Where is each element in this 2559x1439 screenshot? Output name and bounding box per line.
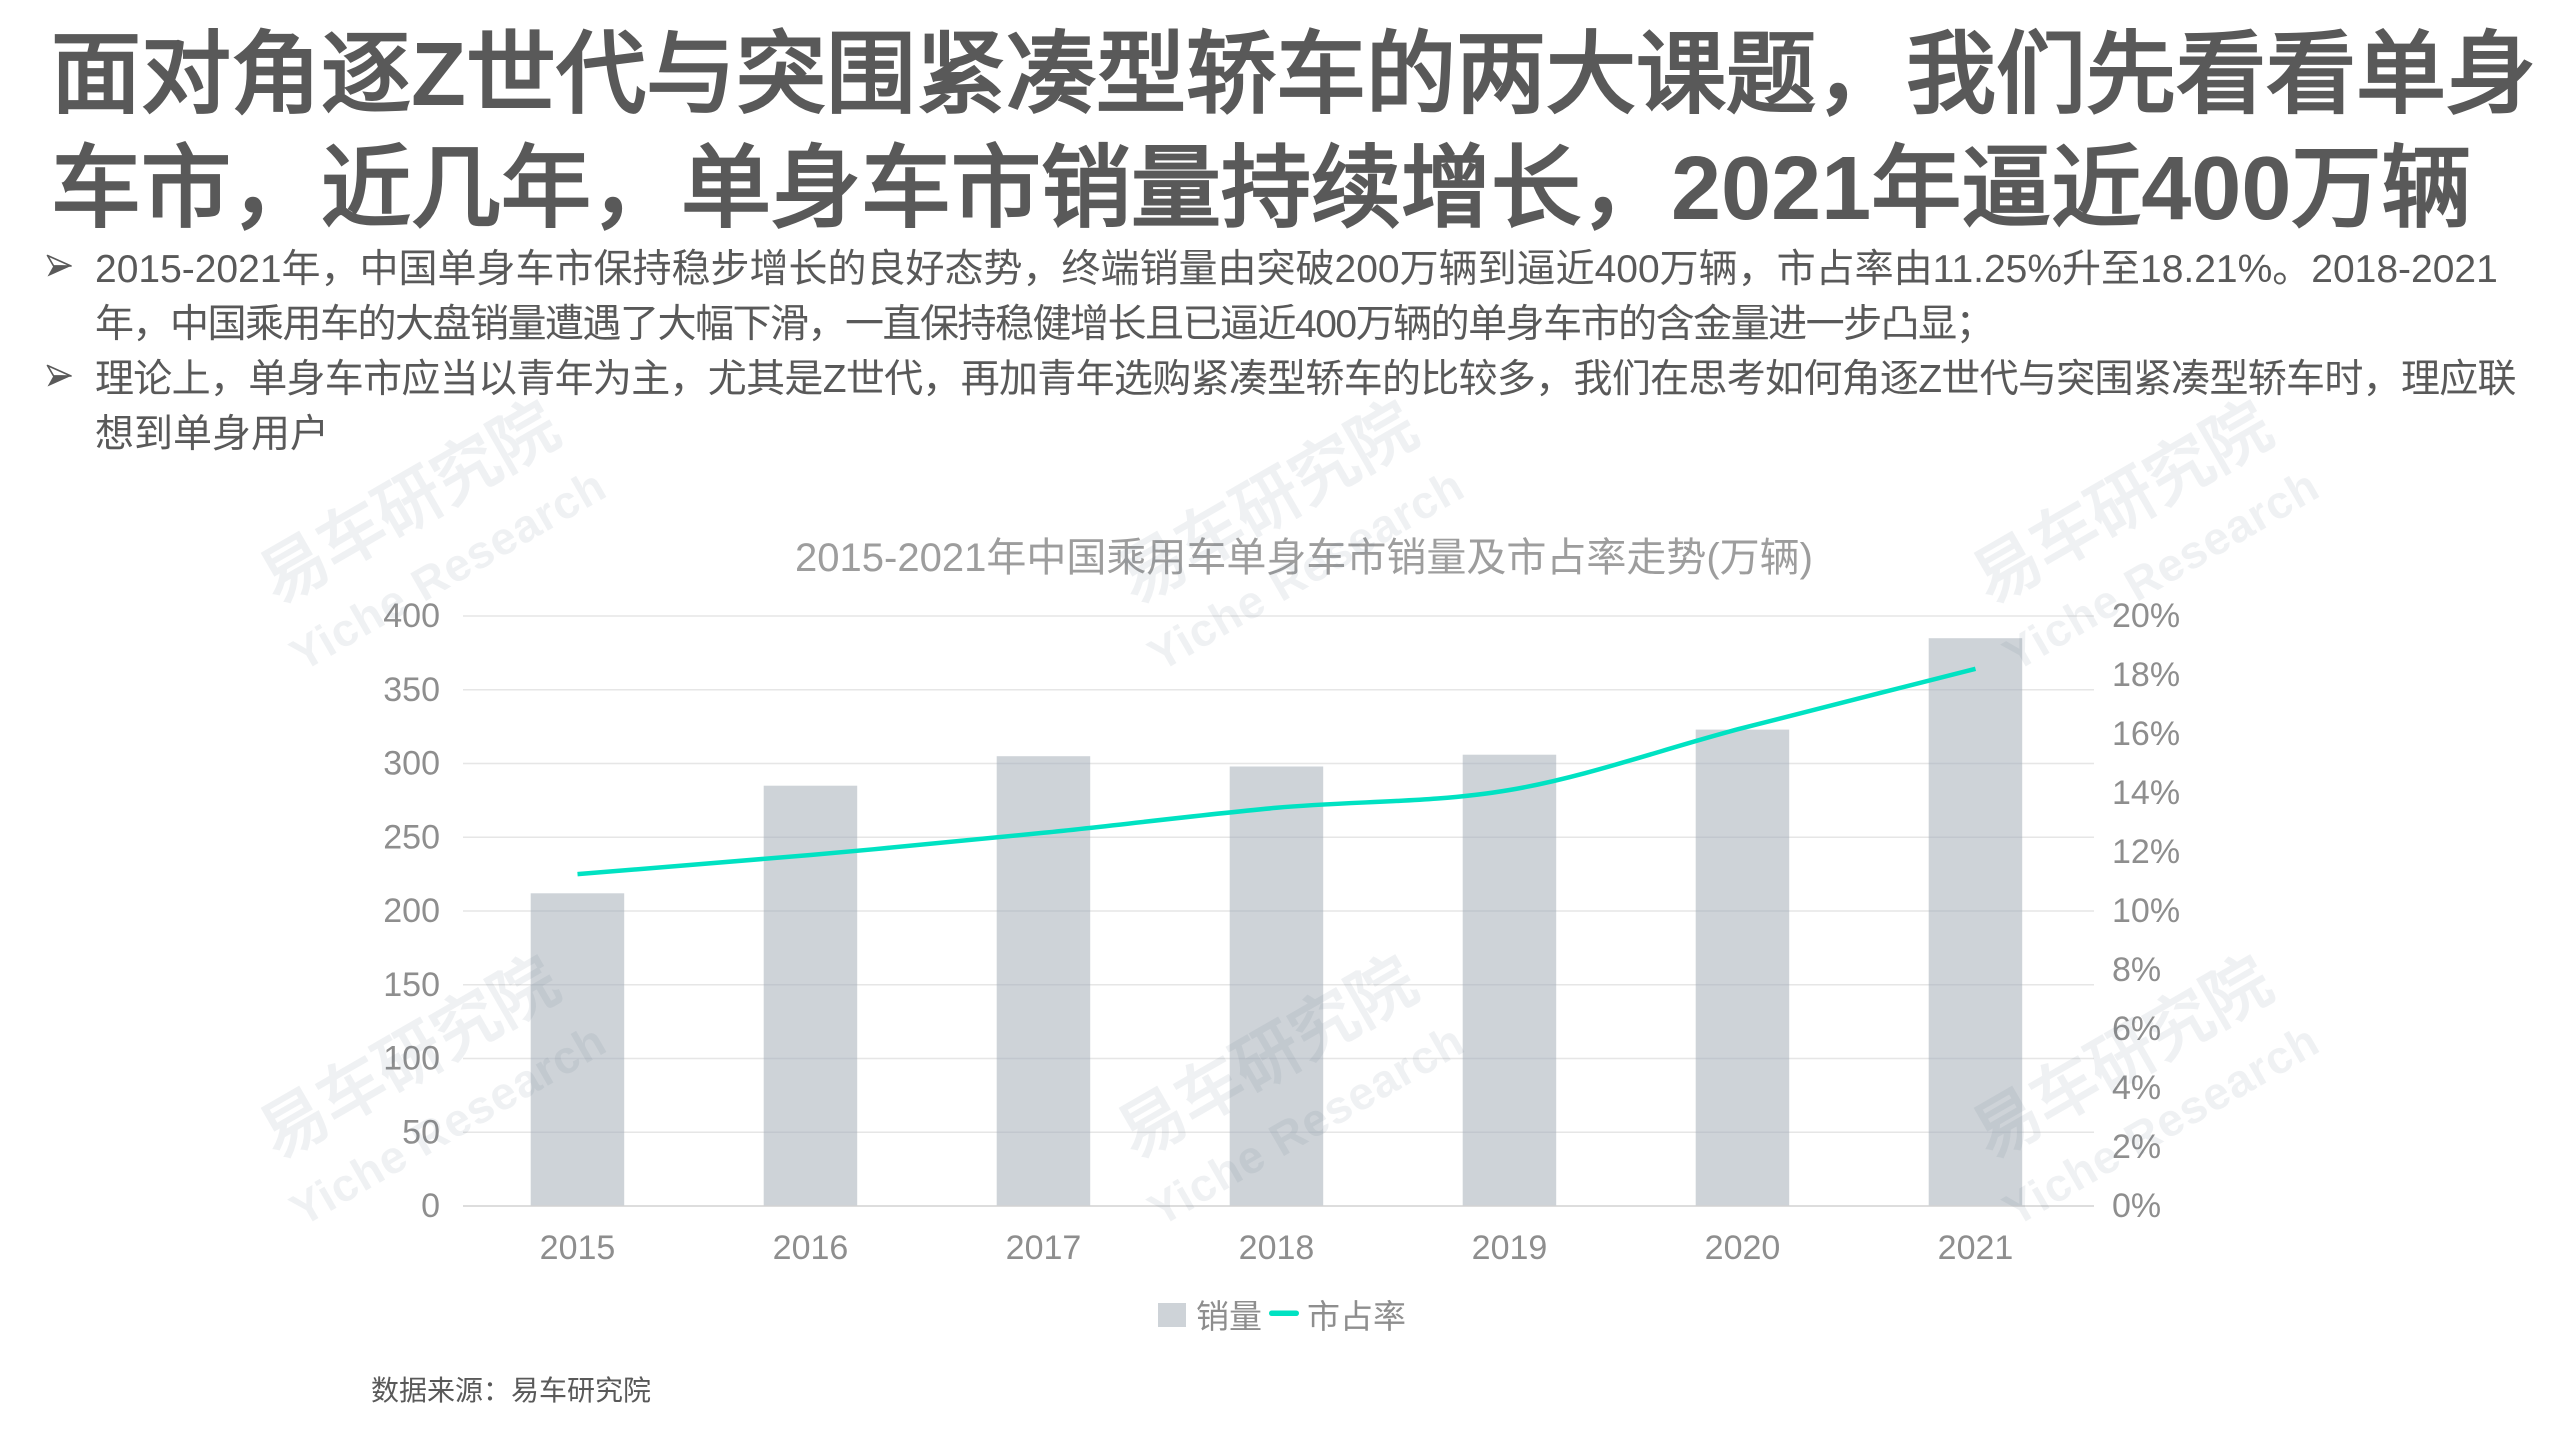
svg-text:10%: 10% — [2112, 892, 2180, 930]
svg-text:0%: 0% — [2112, 1187, 2161, 1225]
svg-text:50: 50 — [402, 1113, 440, 1151]
svg-text:8%: 8% — [2112, 951, 2161, 989]
svg-text:销量: 销量 — [1196, 1298, 1262, 1335]
svg-text:2018: 2018 — [1239, 1229, 1315, 1267]
svg-text:200: 200 — [383, 892, 440, 930]
svg-text:250: 250 — [383, 818, 440, 856]
svg-text:12%: 12% — [2112, 833, 2180, 871]
svg-text:2015: 2015 — [540, 1229, 616, 1267]
svg-text:300: 300 — [383, 745, 440, 783]
svg-text:4%: 4% — [2112, 1069, 2161, 1107]
svg-text:150: 150 — [383, 966, 440, 1004]
svg-text:350: 350 — [383, 671, 440, 709]
svg-text:数据来源：易车研究院: 数据来源：易车研究院 — [371, 1375, 651, 1406]
svg-text:400: 400 — [383, 597, 440, 635]
svg-text:6%: 6% — [2112, 1010, 2161, 1048]
svg-text:20%: 20% — [2112, 597, 2180, 635]
svg-text:2019: 2019 — [1472, 1229, 1548, 1267]
svg-text:16%: 16% — [2112, 715, 2180, 753]
svg-text:2%: 2% — [2112, 1128, 2161, 1166]
svg-text:18%: 18% — [2112, 656, 2180, 694]
svg-text:市占率: 市占率 — [1307, 1298, 1406, 1335]
svg-text:14%: 14% — [2112, 774, 2180, 812]
svg-text:2016: 2016 — [773, 1229, 849, 1267]
svg-text:100: 100 — [383, 1040, 440, 1078]
svg-text:0: 0 — [421, 1187, 440, 1225]
svg-text:2021: 2021 — [1938, 1229, 2014, 1267]
svg-text:2017: 2017 — [1006, 1229, 1082, 1267]
svg-text:2015-2021年中国乘用车单身车市销量及市占率走势(万辆: 2015-2021年中国乘用车单身车市销量及市占率走势(万辆) — [795, 536, 1813, 580]
svg-text:2020: 2020 — [1705, 1229, 1781, 1267]
